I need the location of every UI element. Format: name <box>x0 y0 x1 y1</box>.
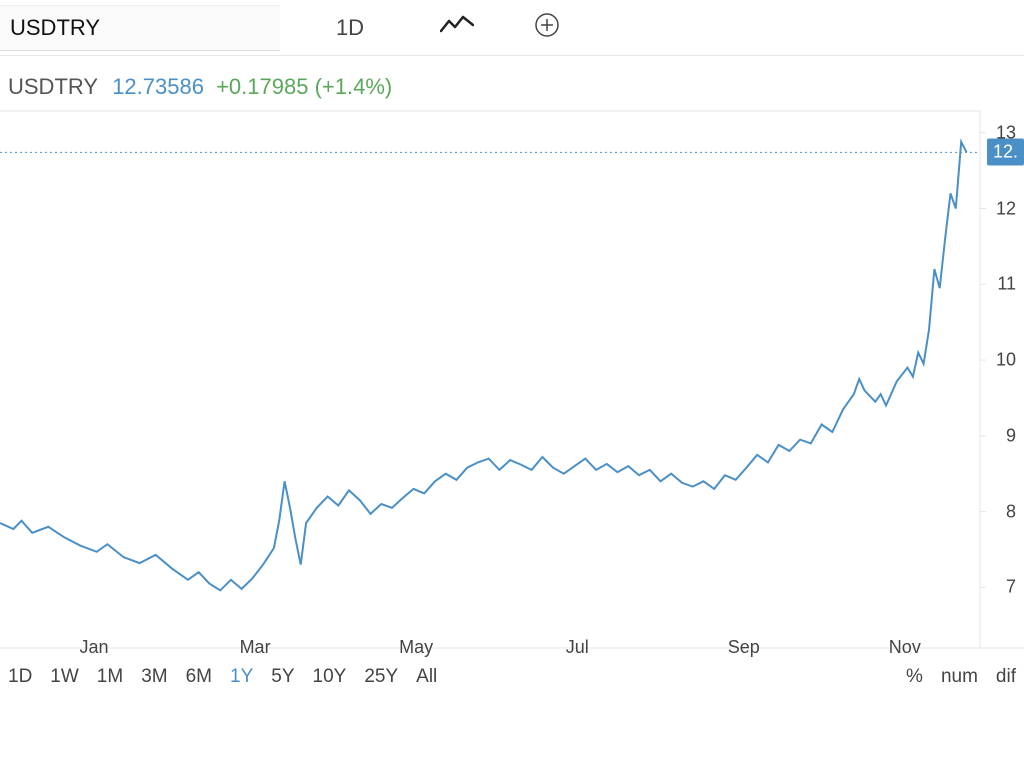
x-tick-label: Jul <box>566 637 589 658</box>
current-price-badge: 12. <box>987 139 1024 166</box>
x-tick-label: Nov <box>889 637 921 658</box>
y-tick-label: 11 <box>997 274 1016 295</box>
range-1y[interactable]: 1Y <box>230 666 253 687</box>
price-series <box>0 142 967 591</box>
y-tick-label: 12 <box>996 198 1016 219</box>
price-change: +0.17985 (+1.4%) <box>216 74 392 99</box>
x-tick-label: Mar <box>240 637 271 658</box>
y-tick-label: 9 <box>1006 425 1016 446</box>
ticker-symbol: USDTRY <box>8 74 98 99</box>
add-icon[interactable] <box>534 12 560 43</box>
mode-dif[interactable]: dif <box>996 666 1016 687</box>
symbol-input[interactable] <box>0 6 280 50</box>
x-tick-label: Sep <box>728 637 760 658</box>
range-25y[interactable]: 25Y <box>364 666 398 687</box>
mode-num[interactable]: num <box>941 666 978 687</box>
mode-pct[interactable]: % <box>906 666 923 687</box>
y-tick-label: 8 <box>1006 501 1016 522</box>
toolbar: 1D <box>0 0 1024 56</box>
x-tick-label: May <box>399 637 433 658</box>
chart-type-icon[interactable] <box>440 15 474 40</box>
range-all[interactable]: All <box>416 666 437 687</box>
range-6m[interactable]: 6M <box>186 666 212 687</box>
interval-button[interactable]: 1D <box>320 15 380 41</box>
last-price: 12.73586 <box>112 74 204 99</box>
y-tick-label: 10 <box>996 350 1016 371</box>
x-tick-label: Jan <box>79 637 108 658</box>
quote-header: USDTRY 12.73586 +0.17985 (+1.4%) <box>0 56 1024 110</box>
range-10y[interactable]: 10Y <box>313 666 347 687</box>
range-1d[interactable]: 1D <box>8 666 32 687</box>
range-3m[interactable]: 3M <box>141 666 167 687</box>
range-5y[interactable]: 5Y <box>271 666 294 687</box>
range-1m[interactable]: 1M <box>97 666 123 687</box>
range-1w[interactable]: 1W <box>50 666 79 687</box>
range-row: 1D 1W 1M 3M 6M 1Y 5Y 10Y 25Y All % numdif <box>8 666 1016 688</box>
y-tick-label: 7 <box>1006 577 1016 598</box>
chart-area: 78910111213 JanMarMayJulSepNov 12. 1D1W1… <box>0 110 1024 690</box>
